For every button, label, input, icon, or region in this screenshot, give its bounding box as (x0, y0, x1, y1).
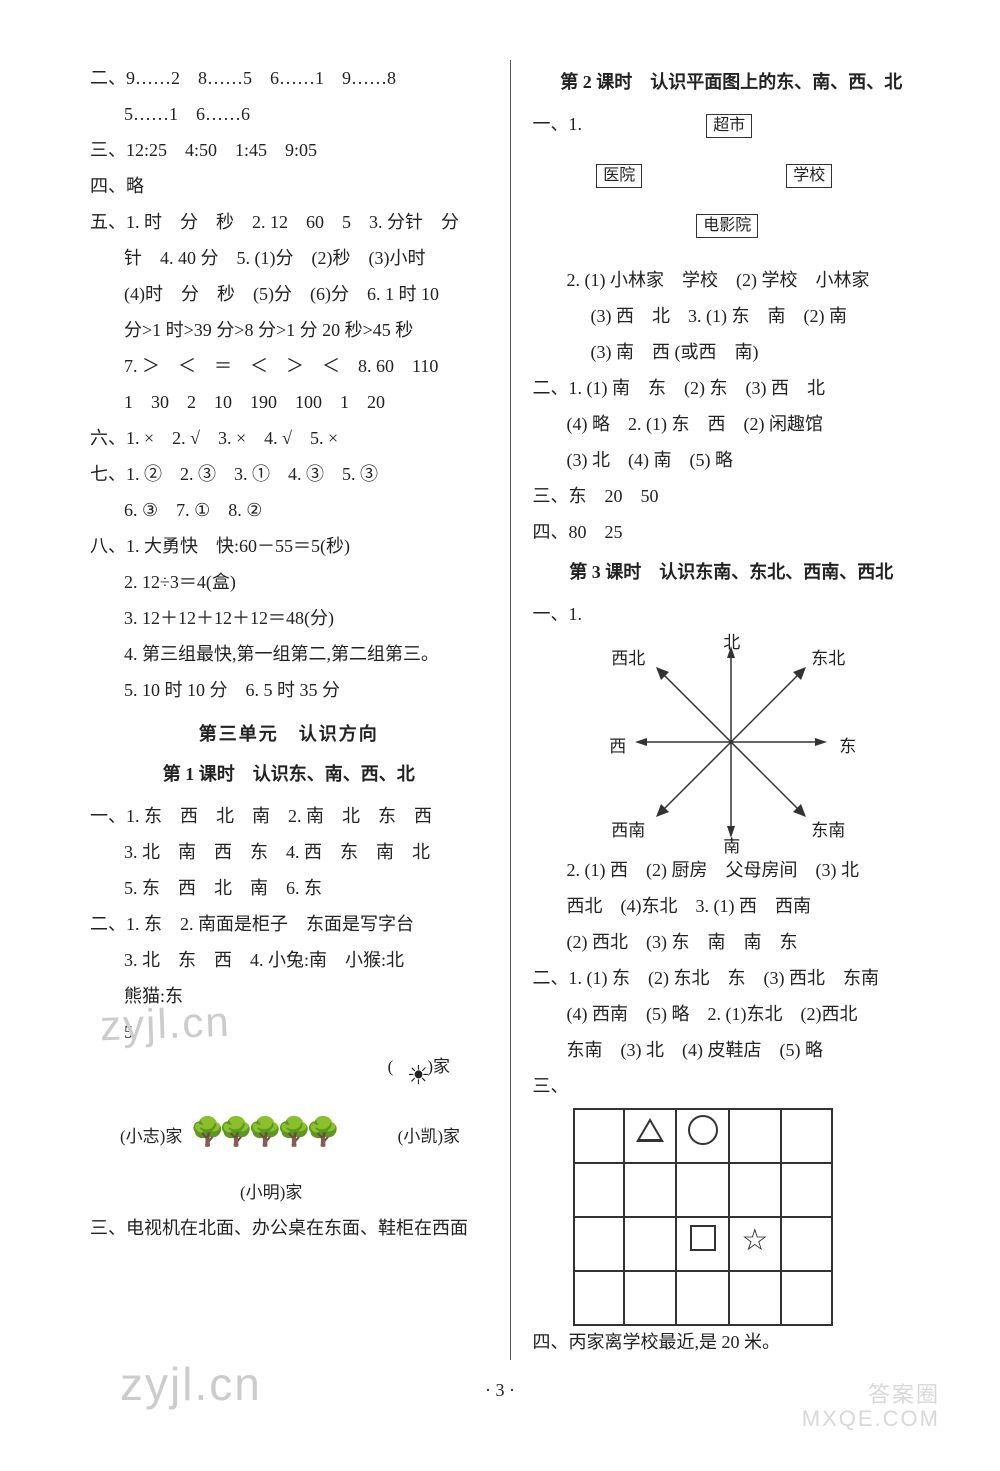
lesson-heading: 第 2 课时 认识平面图上的东、南、西、北 (533, 64, 931, 100)
answer-line: 二、1. (1) 东 (2) 东北 东 (3) 西北 东南 (533, 960, 931, 996)
compass-s: 南 (723, 830, 740, 864)
answer-line: 二、1. 东 2. 南面是柜子 东面是写字台 (90, 906, 488, 942)
compass-n: 北 (723, 626, 740, 660)
square-icon (690, 1225, 716, 1251)
answer-line: 4. 第三组最快,第一组第二,第二组第三。 (90, 636, 488, 672)
house-label-left: (小志)家 (120, 1120, 182, 1154)
answer-line: (4) 略 2. (1) 东 西 (2) 闲趣馆 (533, 406, 931, 442)
map-box-top: 超市 (706, 114, 752, 138)
answer-line: 5. 东 西 北 南 6. 东 (90, 870, 488, 906)
answer-line: 三、12:25 4:50 1:45 9:05 (90, 132, 488, 168)
answer-line: 1 30 2 10 190 100 1 20 (90, 384, 488, 420)
triangle-icon (636, 1118, 664, 1142)
map-diagram: 超市 医院 学校 电影院 (566, 142, 896, 262)
answer-line: 3. 12＋12＋12＋12＝48(分) (90, 600, 488, 636)
compass-lines (631, 642, 831, 842)
answer-line: (4)时 分 秒 (5)分 (6)分 6. 1 时 10 (90, 276, 488, 312)
answer-line: 针 4. 40 分 5. (1)分 (2)秒 (3)小时 (90, 240, 488, 276)
house-label-top: ( )家 (388, 1050, 450, 1084)
compass-se: 东南 (811, 814, 845, 848)
answer-line: 二、1. (1) 南 东 (2) 东 (3) 西 北 (533, 370, 931, 406)
lesson-heading: 第 1 课时 认识东、南、西、北 (90, 756, 488, 792)
answer-line: 四、丙家离学校最近,是 20 米。 (533, 1324, 931, 1360)
circle-icon (688, 1115, 718, 1145)
answer-line: 7. ＞ ＜ ＝ ＜ ＞ ＜ 8. 60 110 (90, 348, 488, 384)
answer-line: 一、1. 东 西 北 南 2. 南 北 东 西 (90, 798, 488, 834)
house-diagram: ☀ ( )家 🌳🌳🌳🌳🌳 (小志)家 (小凯)家 (小明)家 (120, 1050, 460, 1210)
answer-line: 三、东 20 50 (533, 478, 931, 514)
map-box-bottom: 电影院 (696, 214, 758, 238)
answer-line: 八、1. 大勇快 快:60－55＝5(秒) (90, 528, 488, 564)
two-column-layout: 二、9……2 8……5 6……1 9……8 5……1 6……6 三、12:25 … (90, 60, 930, 1360)
answer-line: 6. ③ 7. ① 8. ② (90, 492, 488, 528)
unit-heading: 第三单元 认识方向 (90, 716, 488, 752)
left-column: 二、9……2 8……5 6……1 9……8 5……1 6……6 三、12:25 … (90, 60, 510, 1360)
answer-line: (2) 西北 (3) 东 南 南 东 (533, 924, 931, 960)
answer-line: (3) 北 (4) 南 (5) 略 (533, 442, 931, 478)
answer-line: 5……1 6……6 (90, 96, 488, 132)
answer-line: 5. (90, 1014, 488, 1050)
answer-line: (3) 西 北 3. (1) 东 南 (2) 南 (533, 298, 931, 334)
answer-line: 二、9……2 8……5 6……1 9……8 (90, 60, 488, 96)
watermark-line: MXQE.COM (802, 1406, 940, 1431)
answer-line: (3) 南 西 (或西 南) (533, 334, 931, 370)
compass-e: 东 (839, 730, 856, 764)
compass-w: 西 (609, 730, 626, 764)
answer-line: 四、80 25 (533, 514, 931, 550)
house-label-right: (小凯)家 (398, 1120, 460, 1154)
answer-line: 分>1 时>39 分>8 分>1 分 20 秒>45 秒 (90, 312, 488, 348)
shape-grid: ☆ (573, 1108, 833, 1318)
answer-line: 5. 10 时 10 分 6. 5 时 35 分 (90, 672, 488, 708)
answer-line: 七、1. ② 2. ③ 3. ① 4. ③ 5. ③ (90, 456, 488, 492)
answer-line: 六、1. × 2. √ 3. × 4. √ 5. × (90, 420, 488, 456)
tree-icon: 🌳🌳🌳🌳🌳 (190, 1105, 334, 1161)
compass-ne: 东北 (811, 642, 845, 676)
house-label-bottom: (小明)家 (240, 1176, 302, 1210)
star-icon: ☆ (741, 1226, 768, 1256)
page-number: · 3 · (0, 1380, 1000, 1401)
answer-lead: 三、 (533, 1068, 931, 1104)
compass-sw: 西南 (611, 814, 645, 848)
answer-line: 2. 12÷3＝4(盒) (90, 564, 488, 600)
answer-line: 五、1. 时 分 秒 2. 12 60 5 3. 分针 分 (90, 204, 488, 240)
answer-line: 3. 北 东 西 4. 小兔:南 小猴:北 (90, 942, 488, 978)
compass-diagram: 北 南 东 西 东北 西北 东南 西南 (581, 632, 881, 852)
lesson-heading: 第 3 课时 认识东南、东北、西南、西北 (533, 554, 931, 590)
answer-line: 2. (1) 小林家 学校 (2) 学校 小林家 (533, 262, 931, 298)
answer-line: 熊猫:东 (90, 978, 488, 1014)
map-box-left: 医院 (596, 164, 642, 188)
right-column: 第 2 课时 认识平面图上的东、南、西、北 一、1. 超市 医院 学校 电影院 … (511, 60, 931, 1360)
answer-line: 四、略 (90, 168, 488, 204)
compass-nw: 西北 (611, 642, 645, 676)
page: 二、9……2 8……5 6……1 9……8 5……1 6……6 三、12:25 … (0, 0, 1000, 1471)
answer-line: 3. 北 南 西 东 4. 西 东 南 北 (90, 834, 488, 870)
answer-line: 三、电视机在北面、办公桌在东面、鞋柜在西面 (90, 1210, 488, 1246)
answer-line: 东南 (3) 北 (4) 皮鞋店 (5) 略 (533, 1032, 931, 1068)
map-box-right: 学校 (786, 164, 832, 188)
answer-line: (4) 西南 (5) 略 2. (1)东北 (2)西北 (533, 996, 931, 1032)
answer-line: 西北 (4)东北 3. (1) 西 西南 (533, 888, 931, 924)
